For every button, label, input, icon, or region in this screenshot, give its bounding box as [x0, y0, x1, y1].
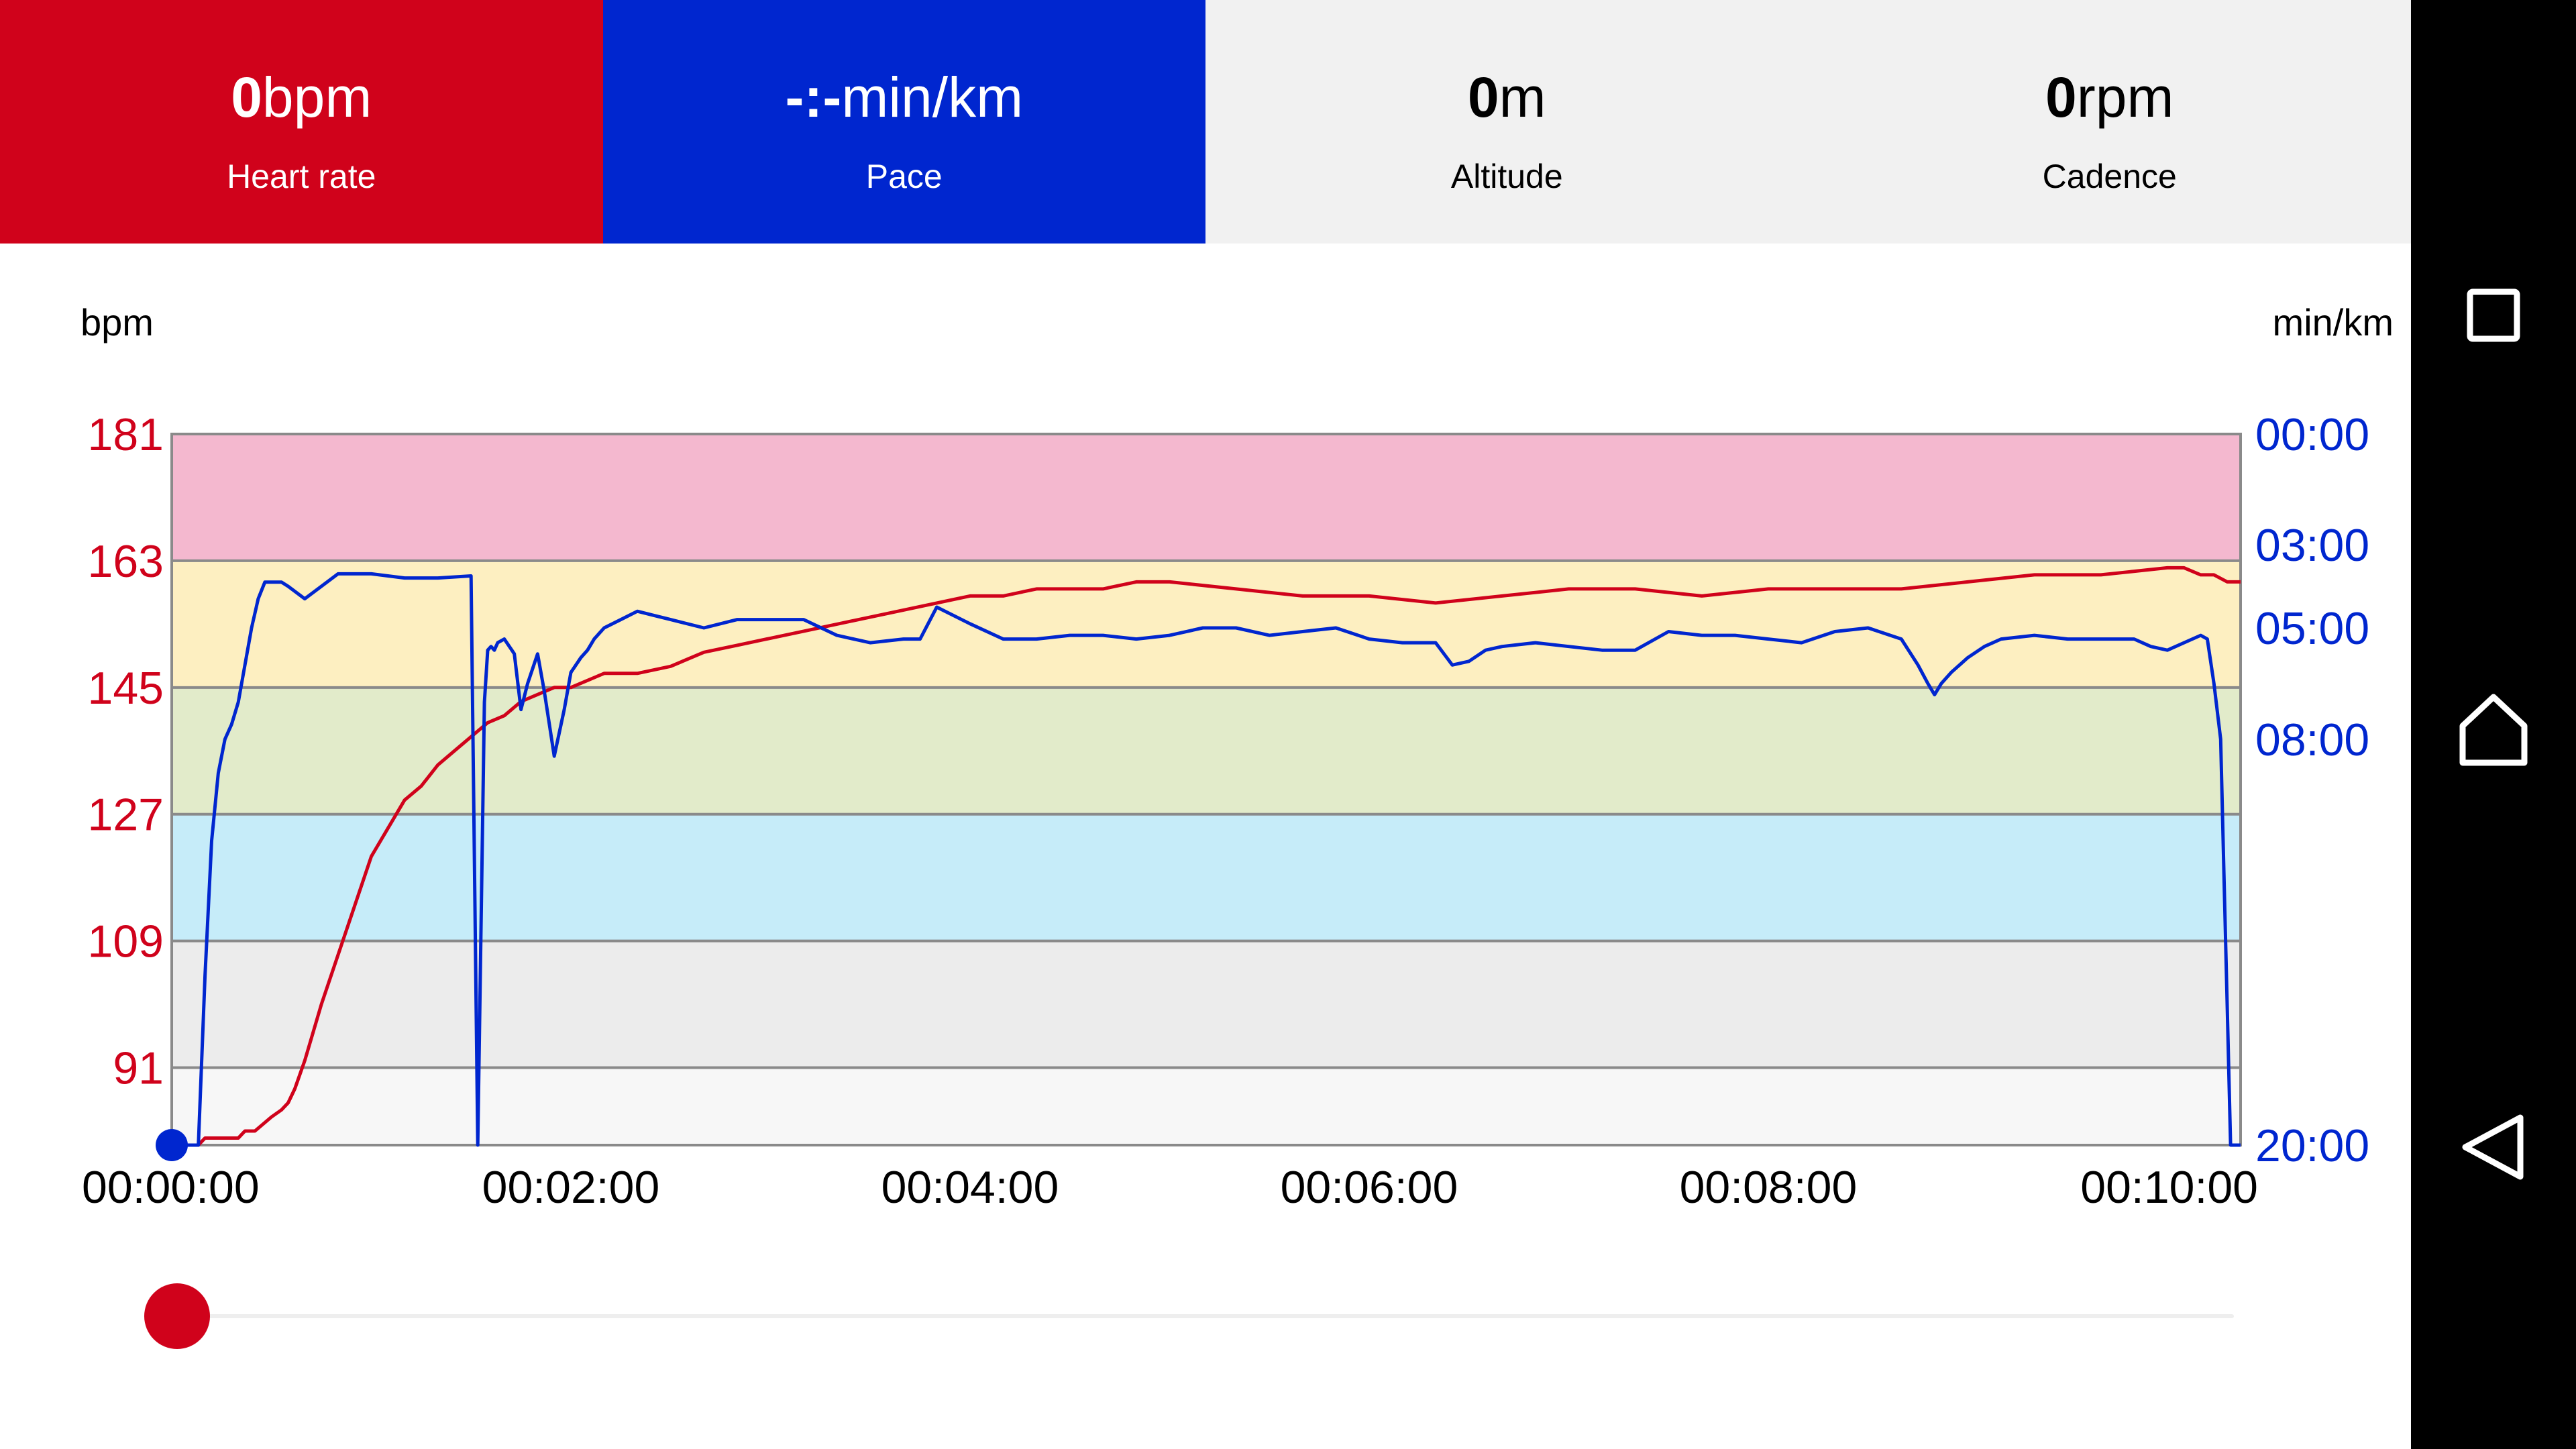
heart-rate-label: Heart rate	[227, 158, 376, 195]
altitude-label: Altitude	[1450, 158, 1563, 195]
left-axis-unit: bpm	[80, 301, 154, 343]
plot-frame	[170, 433, 2242, 1146]
zone-2-band	[172, 814, 2241, 941]
cadence-unit: rpm	[2076, 66, 2174, 129]
bpm-tick-label: 181	[88, 409, 164, 460]
pace-tick-label: 00:00	[2255, 409, 2369, 460]
heart-rate-tile[interactable]: 0bpm Heart rate	[0, 0, 603, 244]
back-icon	[2462, 1114, 2524, 1180]
recents-button[interactable]	[2453, 275, 2534, 356]
heart-rate-unit: bpm	[262, 66, 372, 129]
bpm-tick-label: 127	[88, 790, 164, 841]
zone-3-band	[172, 687, 2241, 814]
time-tick-label: 00:02:00	[482, 1162, 660, 1213]
altitude-tile[interactable]: 0m Altitude	[1205, 0, 1809, 244]
heart-rate-line	[172, 566, 2241, 1147]
pace-tick-label: 08:00	[2255, 714, 2369, 765]
timeline-slider[interactable]	[144, 1283, 2234, 1349]
altitude-value: 0m	[1468, 64, 1546, 131]
bpm-tick-label: 145	[88, 663, 164, 714]
recents-icon	[2467, 288, 2520, 342]
bpm-tick-label: 163	[88, 536, 164, 587]
altitude-number: 0	[1467, 66, 1499, 129]
slider-track[interactable]	[178, 1314, 2234, 1318]
slider-thumb[interactable]	[144, 1283, 210, 1349]
android-navigation-bar	[2411, 0, 2576, 1449]
home-icon	[2459, 694, 2528, 766]
time-tick-label: 00:08:00	[1680, 1162, 1858, 1213]
cadence-value: 0rpm	[2045, 64, 2174, 131]
pace-number: -:-	[785, 66, 842, 129]
pace-tick-label: 05:00	[2255, 603, 2369, 654]
heart-rate-value: 0bpm	[231, 64, 372, 131]
home-button[interactable]	[2453, 689, 2534, 769]
zone-1-band	[172, 941, 2241, 1068]
position-marker	[156, 1129, 188, 1161]
zone-0-band	[172, 1067, 2241, 1145]
bpm-tick-label: 91	[113, 1043, 164, 1094]
heart-rate-number: 0	[231, 66, 262, 129]
time-tick-label: 00:04:00	[881, 1162, 1059, 1213]
pace-tick-label: 20:00	[2255, 1120, 2369, 1171]
back-button[interactable]	[2453, 1107, 2534, 1187]
pace-value: -:-min/km	[785, 64, 1023, 131]
zone-4-band	[172, 560, 2241, 688]
zone-5-band	[172, 434, 2241, 561]
pace-line	[172, 572, 2241, 1147]
chart-canvas: bpm min/km 181 163 145 127 109 91 00:00 03:00 05:0…	[80, 301, 2394, 1213]
time-tick-label: 00:10:00	[2080, 1162, 2258, 1213]
pace-tick-label: 03:00	[2255, 520, 2369, 571]
stats-bar: 0bpm Heart rate -:-min/km Pace 0m Altitu…	[0, 0, 2411, 244]
pace-tile[interactable]: -:-min/km Pace	[602, 0, 1205, 244]
cadence-number: 0	[2045, 66, 2077, 129]
pace-label: Pace	[865, 158, 943, 195]
time-tick-label: 00:06:00	[1281, 1162, 1458, 1213]
cadence-label: Cadence	[2042, 158, 2177, 195]
bpm-tick-label: 109	[88, 916, 164, 967]
workout-chart[interactable]: bpm min/km 181 163 145 127 109 91 00:00 03:00 05:0…	[0, 244, 2411, 1250]
pace-unit: min/km	[841, 66, 1024, 129]
altitude-unit: m	[1499, 66, 1546, 129]
right-axis-unit: min/km	[2273, 301, 2394, 343]
cadence-tile[interactable]: 0rpm Cadence	[1808, 0, 2411, 244]
time-tick-label: 00:00:00	[82, 1162, 260, 1213]
app-window: 0bpm Heart rate -:-min/km Pace 0m Altitu…	[0, 0, 2411, 1349]
